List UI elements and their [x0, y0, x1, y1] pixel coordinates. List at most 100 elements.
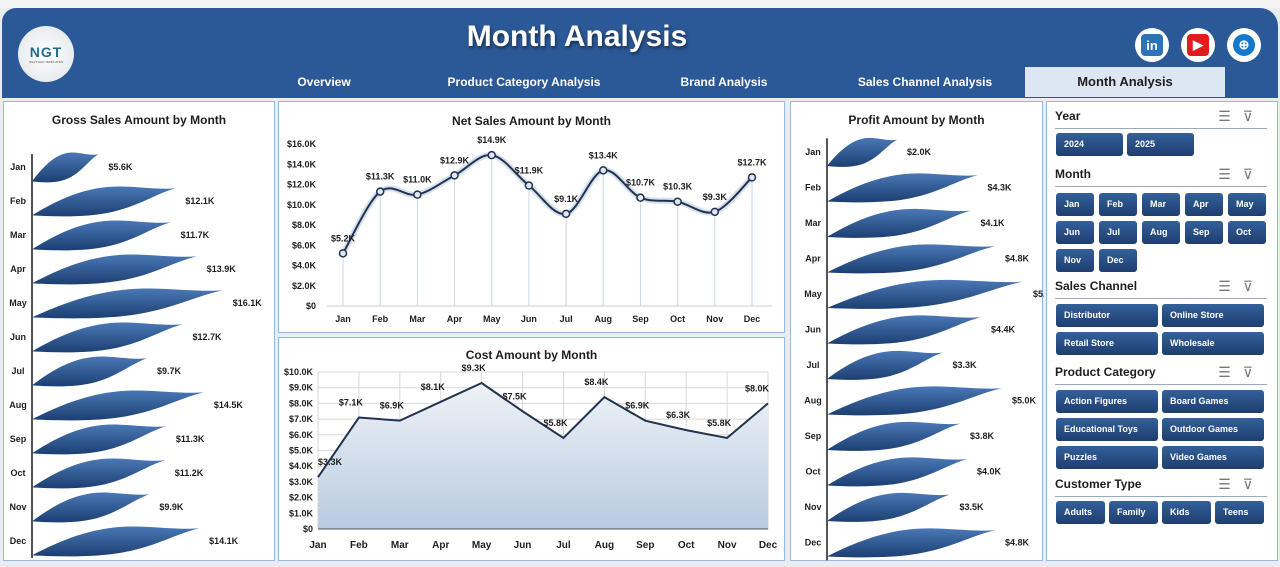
x-tick-label: Apr	[432, 540, 449, 551]
bar	[827, 457, 967, 487]
multi-select-icon[interactable]: ☰	[1218, 364, 1243, 380]
y-tick-label: $5.0K	[289, 446, 314, 456]
chart-title: Cost Amount by Month	[465, 348, 598, 362]
slicer-button-retail-store[interactable]: Retail Store	[1056, 332, 1158, 355]
slicer-button-educational-toys[interactable]: Educational Toys	[1056, 418, 1158, 441]
category-label: Nov	[9, 502, 26, 512]
data-label: $4.1K	[981, 218, 1006, 228]
category-label: Oct	[10, 468, 25, 478]
tab-month-analysis[interactable]: Month Analysis	[1025, 67, 1225, 97]
data-label: $14.5K	[214, 400, 244, 410]
slicer-button-distributor[interactable]: Distributor	[1056, 304, 1158, 327]
slicer-button-jun[interactable]: Jun	[1056, 221, 1094, 244]
y-tick-label: $7.0K	[289, 414, 314, 424]
data-point	[673, 197, 682, 206]
tab-brand-analysis[interactable]: Brand Analysis	[680, 75, 768, 89]
slicer-button-jul[interactable]: Jul	[1099, 221, 1137, 244]
logo-subtext: NEXT GEN TEMPLATES	[29, 60, 63, 64]
bar	[32, 322, 183, 353]
slicer-year-header: Year ☰⊽	[1055, 107, 1267, 129]
x-tick-label: Sep	[632, 314, 649, 324]
data-point	[413, 190, 422, 199]
category-label: Apr	[10, 264, 26, 274]
globe-link[interactable]: ⊕	[1227, 28, 1261, 62]
data-label: $11.0K	[403, 175, 432, 185]
tab-sales-channel-analysis[interactable]: Sales Channel Analysis	[857, 75, 993, 89]
data-label: $10.3K	[663, 182, 693, 192]
slicer-title: Year	[1055, 109, 1081, 123]
slicer-button-board-games[interactable]: Board Games	[1162, 390, 1264, 413]
multi-select-icon[interactable]: ☰	[1218, 278, 1243, 294]
clear-filter-icon[interactable]: ⊽	[1242, 166, 1265, 182]
tab-overview[interactable]: Overview	[297, 75, 351, 89]
clear-filter-icon[interactable]: ⊽	[1242, 278, 1265, 294]
x-tick-label: Dec	[744, 314, 761, 324]
multi-select-icon[interactable]: ☰	[1218, 108, 1243, 124]
slicer-button-action-figures[interactable]: Action Figures	[1056, 390, 1158, 413]
slicer-button-mar[interactable]: Mar	[1142, 193, 1180, 216]
clear-filter-icon[interactable]: ⊽	[1242, 108, 1265, 124]
data-label: $12.7K	[737, 157, 767, 167]
bar	[32, 526, 200, 557]
data-label: $5.2K	[331, 233, 356, 243]
bar	[827, 421, 960, 451]
slicer-button-sep[interactable]: Sep	[1185, 221, 1223, 244]
data-label: $6.9K	[625, 401, 650, 411]
bar	[827, 492, 950, 522]
x-tick-label: Sep	[636, 540, 654, 551]
y-tick-label: $4.0K	[289, 461, 314, 471]
x-tick-label: Oct	[670, 314, 685, 324]
linkedin-link[interactable]: in	[1135, 28, 1169, 62]
category-label: Jan	[805, 147, 821, 157]
slicer-button-adults[interactable]: Adults	[1056, 501, 1105, 524]
data-label: $2.0K	[907, 147, 932, 157]
slicer-button-oct[interactable]: Oct	[1228, 221, 1266, 244]
slicer-button-video-games[interactable]: Video Games	[1162, 446, 1264, 469]
slicer-button-jan[interactable]: Jan	[1056, 193, 1094, 216]
slicer-button-apr[interactable]: Apr	[1185, 193, 1223, 216]
slicer-button-nov[interactable]: Nov	[1056, 249, 1094, 272]
slicer-button-family[interactable]: Family	[1109, 501, 1158, 524]
slicer-button-may[interactable]: May	[1228, 193, 1266, 216]
tab-product-category-analysis[interactable]: Product Category Analysis	[447, 75, 601, 89]
slicer-button-dec[interactable]: Dec	[1099, 249, 1137, 272]
youtube-link[interactable]: ▶	[1181, 28, 1215, 62]
y-tick-label: $6.0K	[289, 430, 314, 440]
logo[interactable]: NGT NEXT GEN TEMPLATES	[18, 26, 74, 82]
slicer-button-2024[interactable]: 2024	[1056, 133, 1123, 156]
x-tick-label: Feb	[372, 314, 389, 324]
bar	[32, 152, 99, 183]
data-label: $12.9K	[440, 155, 470, 165]
data-label: $11.2K	[175, 468, 204, 478]
data-label: $13.4K	[589, 150, 619, 160]
data-label: $8.4K	[584, 377, 609, 387]
x-tick-label: May	[483, 314, 501, 324]
x-tick-label: Feb	[350, 540, 368, 551]
multi-select-icon[interactable]: ☰	[1218, 166, 1243, 182]
clear-filter-icon[interactable]: ⊽	[1242, 476, 1265, 492]
multi-select-icon[interactable]: ☰	[1218, 476, 1243, 492]
x-tick-label: Nov	[718, 540, 737, 551]
slicer-button-online-store[interactable]: Online Store	[1162, 304, 1264, 327]
data-label: $4.8K	[1005, 538, 1030, 548]
data-label: $4.4K	[991, 325, 1016, 335]
slicer-button-kids[interactable]: Kids	[1162, 501, 1211, 524]
data-label: $7.1K	[339, 398, 364, 408]
slicer-button-aug[interactable]: Aug	[1142, 221, 1180, 244]
globe-icon: ⊕	[1233, 34, 1255, 56]
slicer-4-buttons: Adults Family Kids Teens	[1056, 501, 1270, 524]
slicer-button-wholesale[interactable]: Wholesale	[1162, 332, 1264, 355]
slicer-button-teens[interactable]: Teens	[1215, 501, 1264, 524]
slicer-button-outdoor-games[interactable]: Outdoor Games	[1162, 418, 1264, 441]
chart-title: Profit Amount by Month	[848, 113, 985, 127]
bar	[32, 424, 166, 455]
slicer-actions: ☰⊽	[1218, 165, 1265, 183]
slicer-button-puzzles[interactable]: Puzzles	[1056, 446, 1158, 469]
y-tick-label: $2.0K	[292, 281, 317, 291]
slicer-button-feb[interactable]: Feb	[1099, 193, 1137, 216]
data-label: $3.8K	[970, 431, 995, 441]
slicer-button-2025[interactable]: 2025	[1127, 133, 1194, 156]
bar	[32, 288, 223, 319]
data-label: $3.5K	[960, 502, 985, 512]
clear-filter-icon[interactable]: ⊽	[1242, 364, 1265, 380]
